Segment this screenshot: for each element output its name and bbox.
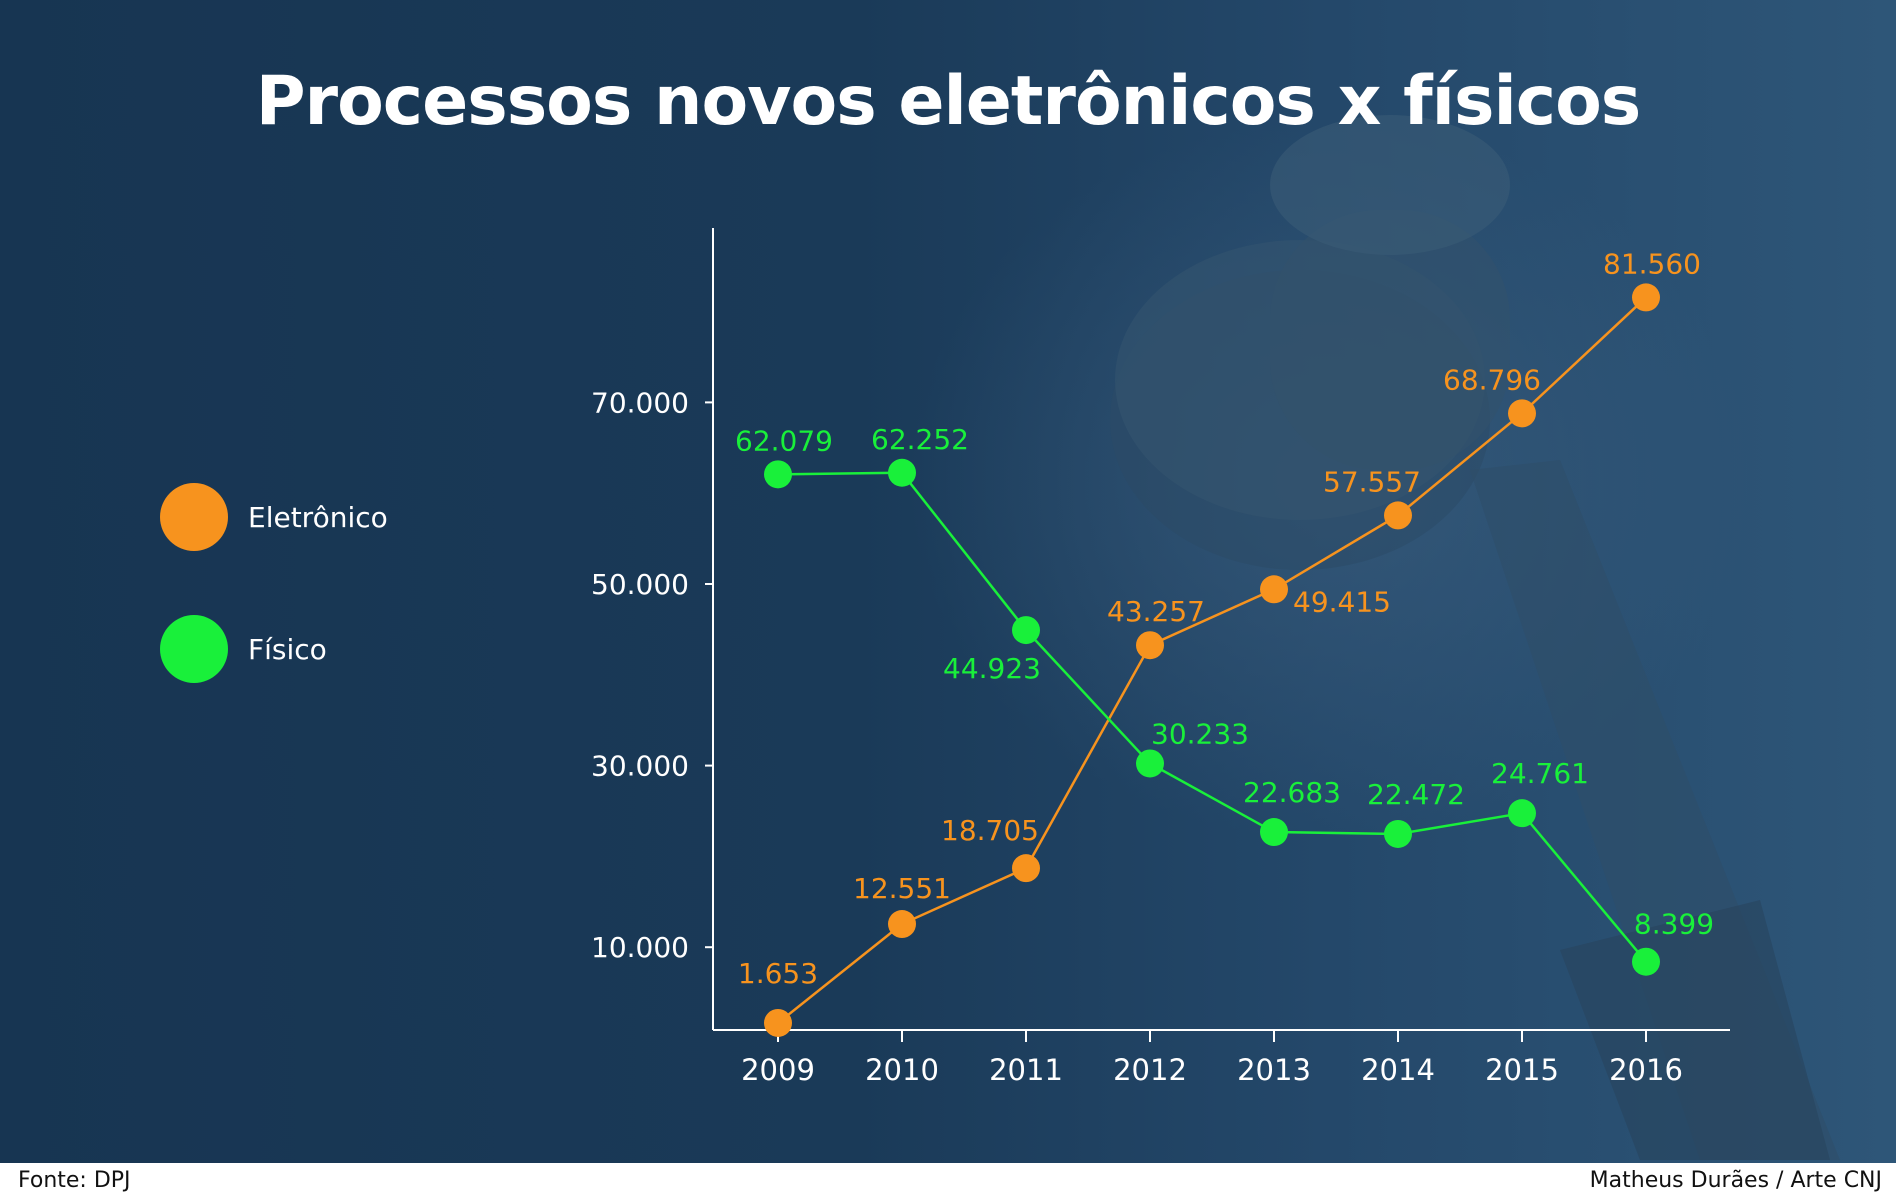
data-point-fisico: [888, 458, 916, 487]
y-tick-label: 10.000: [591, 931, 689, 964]
data-point-fisico: [1632, 947, 1660, 976]
x-tick-label: 2013: [1237, 1053, 1311, 1087]
data-point-eletronico: [764, 1008, 792, 1037]
data-point-fisico: [1384, 819, 1412, 848]
series-line-eletronico: [777, 296, 1647, 1024]
y-tick-label: 30.000: [591, 750, 689, 783]
data-label-fisico: 24.761: [1491, 757, 1589, 790]
data-point-eletronico: [1384, 501, 1412, 530]
x-tick-label: 2012: [1113, 1053, 1187, 1087]
legend-swatch-eletronico: [160, 483, 228, 551]
data-point-fisico: [1136, 749, 1164, 778]
x-tick-label: 2009: [741, 1053, 815, 1087]
data-label-eletronico: 18.705: [941, 814, 1039, 847]
data-label-eletronico: 49.415: [1293, 585, 1391, 618]
y-tick-label: 50.000: [591, 568, 689, 601]
chart-panel: Processos novos eletrônicos x físicos El…: [0, 0, 1896, 1163]
legend-label-eletronico: Eletrônico: [248, 500, 388, 534]
data-label-fisico: 62.252: [871, 423, 969, 456]
data-point-eletronico: [1260, 575, 1288, 604]
data-label-fisico: 30.233: [1151, 717, 1249, 750]
line-chart: 10.000 30.000 50.000 70.000 2009 2010 2011 2012…: [591, 247, 1715, 1087]
data-point-fisico: [1012, 616, 1040, 645]
legend-item-fisico: Físico: [160, 614, 327, 684]
data-label-eletronico: 68.796: [1443, 363, 1541, 396]
data-point-eletronico: [1012, 854, 1040, 883]
gavel-background-icon: [910, 115, 1840, 1160]
y-tick-label: 70.000: [591, 386, 689, 419]
credit-note: Matheus Durães / Arte CNJ: [1589, 1168, 1882, 1193]
legend-item-eletronico: Eletrônico: [160, 482, 388, 552]
data-label-eletronico: 1.653: [738, 957, 818, 990]
data-label-fisico: 8.399: [1634, 908, 1714, 941]
data-point-eletronico: [1136, 631, 1164, 660]
data-point-eletronico: [888, 910, 916, 939]
x-tick-label: 2011: [989, 1053, 1063, 1087]
data-label-fisico: 62.079: [735, 424, 833, 457]
data-label-eletronico: 57.557: [1323, 465, 1421, 498]
source-note: Fonte: DPJ: [18, 1168, 131, 1193]
data-label-fisico: 22.683: [1243, 776, 1341, 809]
x-tick-label: 2014: [1361, 1053, 1435, 1087]
x-tick-label: 2015: [1485, 1053, 1559, 1087]
data-label-fisico: 44.923: [943, 652, 1041, 685]
series-line-fisico: [777, 471, 1647, 963]
data-label-fisico: 22.472: [1367, 778, 1465, 811]
legend-swatch-fisico: [160, 615, 228, 683]
data-point-eletronico: [1632, 283, 1660, 312]
data-point-eletronico: [1508, 399, 1536, 428]
x-tick-label: 2010: [865, 1053, 939, 1087]
legend-label-fisico: Físico: [248, 632, 327, 666]
data-point-fisico: [1260, 818, 1288, 847]
data-label-eletronico: 12.551: [853, 872, 951, 905]
data-label-eletronico: 43.257: [1107, 595, 1205, 628]
x-tick-label: 2016: [1609, 1053, 1683, 1087]
chart-title: Processos novos eletrônicos x físicos: [255, 62, 1642, 141]
data-point-fisico: [764, 460, 792, 489]
data-point-fisico: [1508, 799, 1536, 828]
data-label-eletronico: 81.560: [1603, 247, 1701, 280]
